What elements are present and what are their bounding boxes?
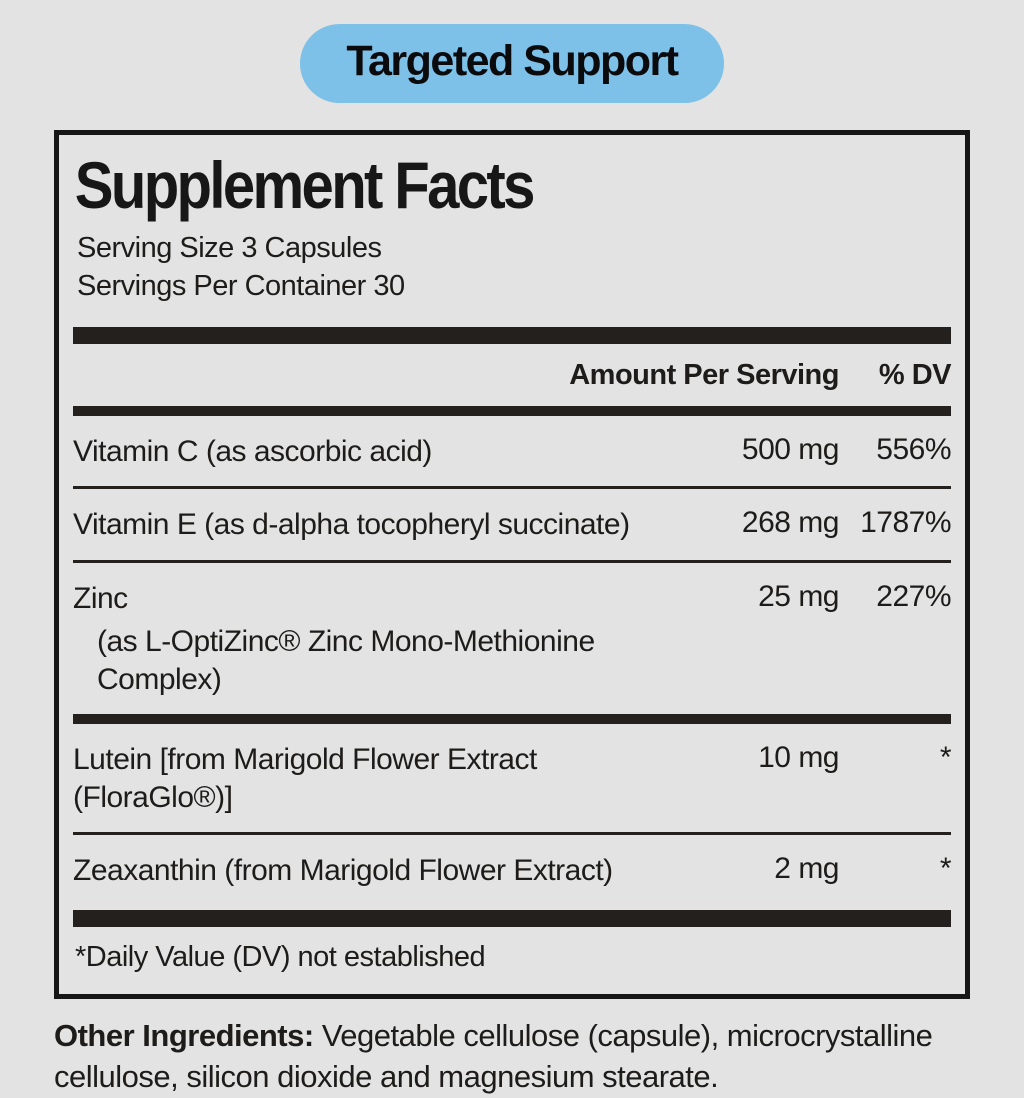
section-rule — [73, 714, 951, 725]
servings-per-container: Servings Per Container 30 — [77, 270, 405, 303]
ingredient-dv: * — [939, 852, 952, 886]
ingredient-name: Zinc — [73, 581, 128, 615]
table-row-vitamin-c: Vitamin C (as ascorbic acid) 500 mg 556% — [73, 416, 952, 487]
ingredient-amount: 10 mg — [758, 741, 839, 775]
ingredient-name-wrap: Vitamin C (as ascorbic acid) — [73, 433, 687, 471]
other-ingredients-label: Other Ingredients: — [54, 1017, 314, 1053]
table-row-zeaxanthin: Zeaxanthin (from Marigold Flower Extract… — [73, 835, 952, 906]
column-header-row: Amount Per Serving % DV — [73, 344, 951, 406]
ingredient-dv: * — [939, 741, 952, 775]
ingredient-dv: 556% — [876, 432, 951, 466]
ingredient-name: Vitamin E (as d-alpha tocopheryl succina… — [73, 508, 630, 542]
ingredient-dv: 1787% — [860, 506, 951, 540]
row-divider — [73, 832, 951, 836]
supplement-facts-panel: Supplement Facts Serving Size 3 Capsules… — [54, 130, 970, 999]
row-divider — [73, 559, 951, 563]
table-row-zinc: Zinc (as L-OptiZinc® Zinc Mono-Methionin… — [73, 563, 952, 715]
amount-column-header: Amount Per Serving — [569, 358, 839, 391]
ingredient-name-wrap: Zinc (as L-OptiZinc® Zinc Mono-Methionin… — [73, 580, 687, 699]
targeted-support-badge: Targeted Support — [300, 24, 724, 103]
ingredient-name-detail: (as L-OptiZinc® Zinc Mono-Methionine Com… — [97, 625, 595, 696]
bottom-thick-rule — [73, 909, 951, 927]
top-thick-rule — [73, 326, 951, 344]
dv-column-header: % DV — [878, 358, 952, 391]
ingredient-amount: 500 mg — [741, 432, 840, 466]
ingredient-amount: 2 mg — [774, 852, 839, 886]
table-row-vitamin-e: Vitamin E (as d-alpha tocopheryl succina… — [73, 489, 952, 560]
ingredient-name-wrap: Zeaxanthin (from Marigold Flower Extract… — [73, 852, 687, 890]
ingredient-dv: 227% — [876, 579, 951, 613]
other-ingredients: Other Ingredients: Vegetable cellulose (… — [54, 1015, 970, 1098]
row-divider — [73, 486, 951, 490]
ingredient-name-wrap: Vitamin E (as d-alpha tocopheryl succina… — [73, 506, 687, 544]
table-row-lutein: Lutein [from Marigold Flower Extract (Fl… — [73, 724, 952, 832]
serving-size: Serving Size 3 Capsules — [77, 232, 382, 264]
ingredient-name-wrap: Lutein [from Marigold Flower Extract (Fl… — [73, 741, 687, 816]
badge-label: Targeted Support — [346, 37, 679, 85]
daily-value-footnote: *Daily Value (DV) not established — [75, 940, 486, 973]
ingredient-amount: 268 mg — [741, 506, 840, 540]
ingredient-name: Lutein [from Marigold Flower Extract (Fl… — [73, 743, 537, 814]
ingredient-name: Vitamin C (as ascorbic acid) — [73, 434, 432, 468]
ingredient-amount: 25 mg — [758, 579, 839, 613]
header-rule — [73, 405, 951, 416]
panel-title: Supplement Facts — [74, 148, 536, 222]
ingredient-name: Zeaxanthin (from Marigold Flower Extract… — [73, 854, 613, 888]
